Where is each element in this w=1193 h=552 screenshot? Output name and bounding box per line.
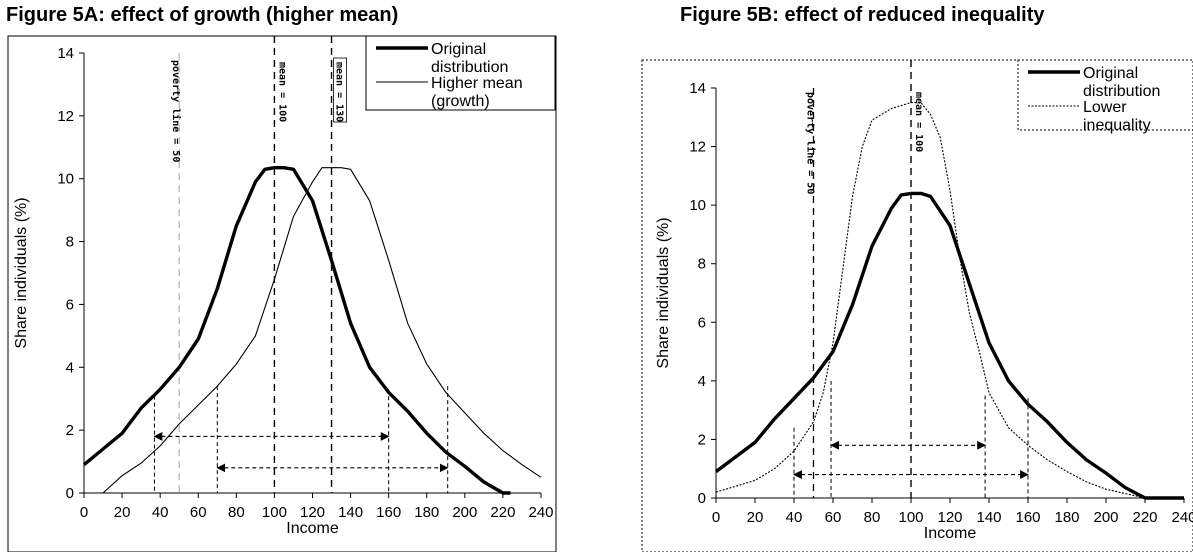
c0-legend-label-1: Original distribution xyxy=(431,41,508,76)
c0-x-tick-label: 240 xyxy=(528,504,553,521)
c1-x-tick-label: 220 xyxy=(1132,509,1157,526)
c0-y-tick-label: 4 xyxy=(66,359,74,376)
c0-legend-label-2: Higher mean (growth) xyxy=(431,75,523,110)
c0-x-tick-label: 120 xyxy=(300,504,325,521)
c0-x-tick-label: 220 xyxy=(490,504,515,521)
c0-x-tick-label: 160 xyxy=(376,504,401,521)
chart-title-5a: Figure 5A: effect of growth (higher mean… xyxy=(6,4,399,26)
c1-x-tick-label: 180 xyxy=(1054,509,1079,526)
c0-x-tick-label: 20 xyxy=(114,504,131,521)
c1-legend-label-2: Lower inequality xyxy=(1083,99,1151,134)
c1-x-tick-label: 80 xyxy=(864,509,881,526)
c0-x-tick-label: 140 xyxy=(338,504,363,521)
c0-series-line-1 xyxy=(82,165,511,495)
c1-x-tick-label: 240 xyxy=(1171,509,1193,526)
c0-x-tick-label: 100 xyxy=(262,504,287,521)
c0-mean-line-label: mean = 130 xyxy=(334,62,345,122)
c0-x-axis-title: Income xyxy=(286,520,339,537)
c0-x-tick-label: 60 xyxy=(190,504,207,521)
c1-y-tick-label: 0 xyxy=(698,490,706,507)
c1-x-tick-label: 40 xyxy=(786,509,803,526)
c0-y-tick-label: 0 xyxy=(66,485,74,502)
c1-x-tick-label: 160 xyxy=(1015,509,1040,526)
c1-x-axis-title: Income xyxy=(924,525,977,542)
c1-y-tick-label: 2 xyxy=(698,431,706,448)
c1-y-tick-label: 12 xyxy=(689,139,706,156)
c1-x-tick-label: 60 xyxy=(825,509,842,526)
c1-chart-frame xyxy=(641,59,1193,552)
c0-x-tick-label: 0 xyxy=(80,504,88,521)
c1-x-tick-label: 140 xyxy=(976,509,1001,526)
c0-chart-frame xyxy=(7,35,557,552)
c0-y-tick-label: 6 xyxy=(66,296,74,313)
c0-x-tick-label: 80 xyxy=(228,504,245,521)
c0-y-tick-label: 10 xyxy=(57,171,74,188)
c1-x-tick-label: 100 xyxy=(898,509,923,526)
c0-mean-line-label: mean = 100 xyxy=(276,62,287,122)
c1-x-tick-label: 20 xyxy=(747,509,764,526)
chart-title-5b: Figure 5B: effect of reduced inequality xyxy=(680,4,1045,26)
c1-y-tick-label: 14 xyxy=(689,80,706,97)
c0-y-axis-title: Share individuals (%) xyxy=(13,197,30,348)
c1-x-tick-label: 200 xyxy=(1093,509,1118,526)
c1-legend-label-1: Original distribution xyxy=(1083,65,1160,100)
c0-x-tick-label: 200 xyxy=(452,504,477,521)
c1-series-line-2 xyxy=(715,102,1146,499)
c0-y-tick-label: 12 xyxy=(57,108,74,125)
c1-x-tick-label: 0 xyxy=(712,509,720,526)
c0-x-tick-label: 180 xyxy=(414,504,439,521)
c1-y-tick-label: 10 xyxy=(689,197,706,214)
c1-y-tick-label: 6 xyxy=(698,314,706,331)
c0-y-tick-label: 2 xyxy=(66,422,74,439)
c0-mean-label-box xyxy=(333,57,347,123)
c0-series-line-2 xyxy=(102,167,542,494)
c0-x-tick-label: 40 xyxy=(152,504,169,521)
c1-poverty-line-label: poverty line = 50 xyxy=(805,92,817,194)
c1-y-tick-label: 8 xyxy=(698,256,706,273)
c1-y-axis-title: Share individuals (%) xyxy=(655,217,672,368)
c1-series-line-1 xyxy=(714,191,1184,500)
c0-y-tick-label: 14 xyxy=(57,45,74,62)
c1-x-tick-label: 120 xyxy=(937,509,962,526)
c1-mean-line-label: mean = 100 xyxy=(913,92,924,152)
c1-y-tick-label: 4 xyxy=(698,373,706,390)
c0-y-tick-label: 8 xyxy=(66,234,74,251)
c0-poverty-line-label: poverty line = 50 xyxy=(170,60,182,162)
